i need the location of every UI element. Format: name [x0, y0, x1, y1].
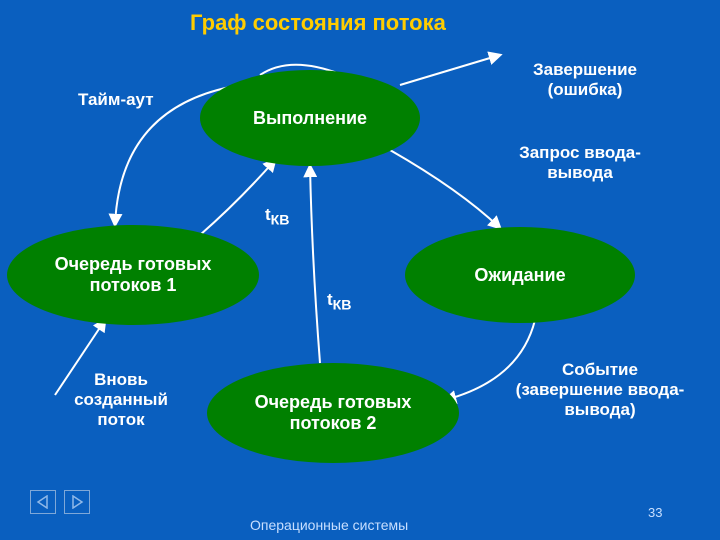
- diagram-title: Граф состояния потока: [190, 10, 446, 36]
- triangle-right-icon: [70, 495, 84, 509]
- label-timeout: Тайм-аут: [78, 90, 154, 110]
- prev-button[interactable]: [30, 490, 56, 514]
- node-ready1: Очередь готовых потоков 1: [7, 225, 259, 325]
- node-waiting: Ожидание: [405, 227, 635, 323]
- edge-running-to-waiting: [390, 150, 500, 228]
- page-number: 33: [648, 505, 662, 520]
- edge-ready2-to-running: [310, 166, 320, 363]
- node-ready1-label: Очередь готовых потоков 1: [17, 254, 249, 296]
- triangle-left-icon: [36, 495, 50, 509]
- label-newthread: Вновь созданный поток: [56, 370, 186, 430]
- label-finish: Завершение (ошибка): [495, 60, 675, 100]
- edge-running-to-exit: [400, 55, 500, 85]
- edge-ready1-to-running: [200, 160, 275, 235]
- label-event: Событие (завершение ввода-вывода): [510, 360, 690, 420]
- label-iorequest: Запрос ввода-вывода: [490, 143, 670, 183]
- label-tkv1: tКВ: [265, 205, 290, 228]
- next-button[interactable]: [64, 490, 90, 514]
- node-ready2-label: Очередь готовых потоков 2: [217, 392, 449, 434]
- node-running: Выполнение: [200, 70, 420, 166]
- label-tkv2: tКВ: [327, 290, 352, 313]
- footer-text: Операционные системы: [250, 517, 408, 533]
- node-waiting-label: Ожидание: [474, 265, 565, 286]
- node-running-label: Выполнение: [253, 108, 367, 129]
- node-ready2: Очередь готовых потоков 2: [207, 363, 459, 463]
